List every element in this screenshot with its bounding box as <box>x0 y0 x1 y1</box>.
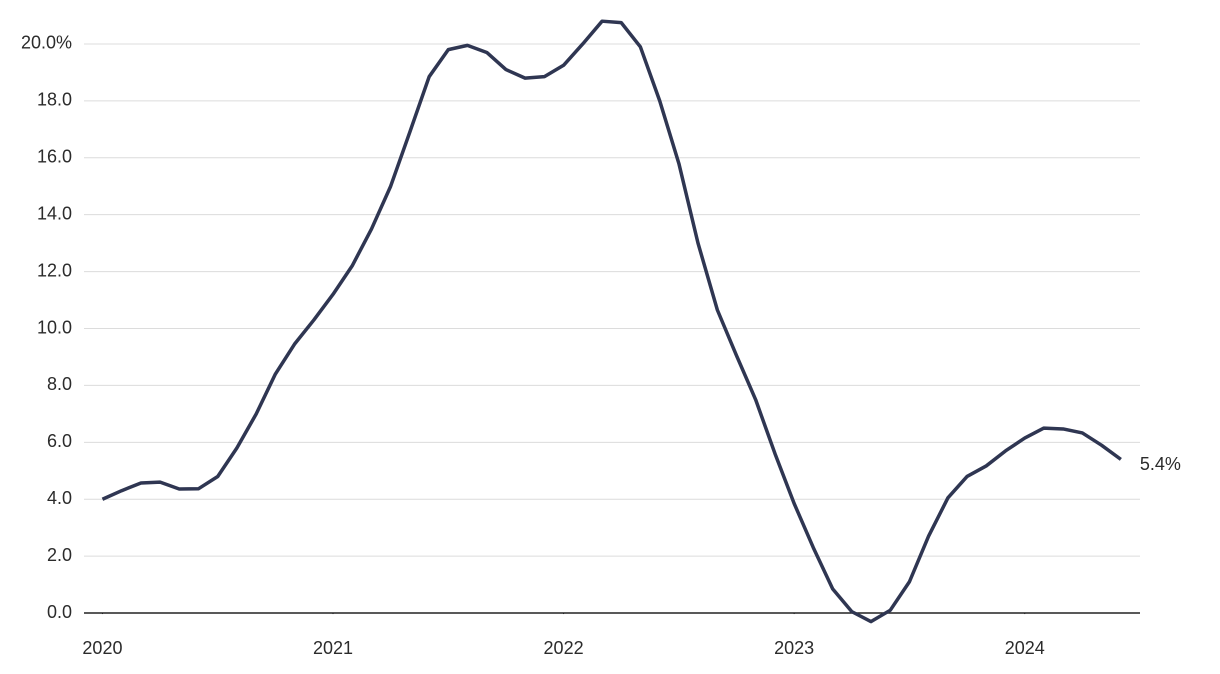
y-tick-label: 4.0 <box>47 488 72 508</box>
x-tick-label: 2023 <box>774 638 814 658</box>
y-tick-label: 14.0 <box>37 203 72 223</box>
y-tick-label: 2.0 <box>47 545 72 565</box>
y-tick-label: 12.0 <box>37 260 72 280</box>
y-tick-label: 10.0 <box>37 317 72 337</box>
x-tick-label: 2021 <box>313 638 353 658</box>
y-tick-label: 6.0 <box>47 431 72 451</box>
x-tick-label: 2022 <box>544 638 584 658</box>
x-tick-label: 2020 <box>82 638 122 658</box>
end-value-label: 5.4% <box>1140 454 1181 474</box>
x-tick-label: 2024 <box>1005 638 1045 658</box>
y-tick-label: 16.0 <box>37 147 72 167</box>
y-tick-label: 18.0 <box>37 90 72 110</box>
line-series <box>101 19 1122 624</box>
y-tick-label: 8.0 <box>47 374 72 394</box>
y-tick-label: 20.0% <box>21 33 72 53</box>
y-tick-label: 0.0 <box>47 602 72 622</box>
